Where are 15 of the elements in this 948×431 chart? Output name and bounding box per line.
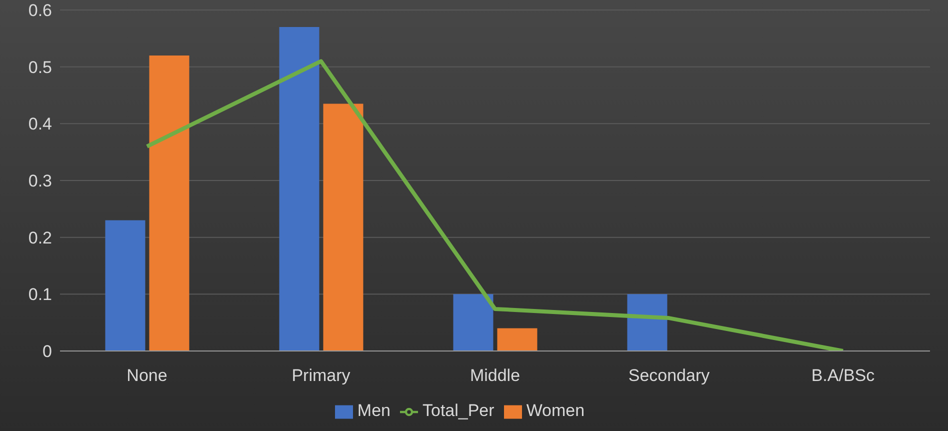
y-tick-label: 0.6	[28, 1, 52, 20]
y-tick-label: 0.5	[28, 58, 52, 77]
legend-label: Men	[357, 401, 390, 420]
y-tick-label: 0	[42, 342, 52, 362]
y-tick-label: 0.2	[28, 228, 52, 248]
y-tick-label: 0.3	[28, 172, 52, 191]
x-tick-label: Middle	[470, 366, 520, 386]
x-tick-label: B.A/BSc	[811, 366, 876, 386]
x-tick-label: None	[126, 366, 168, 386]
x-tick-label: Primary	[292, 366, 351, 386]
legend-label: Total_Per	[422, 401, 494, 420]
x-tick-label: Secondary	[628, 366, 710, 386]
legend-label: Women	[526, 401, 585, 420]
y-tick-label: 0.4	[28, 114, 52, 134]
y-tick-label: 0.1	[28, 285, 52, 304]
